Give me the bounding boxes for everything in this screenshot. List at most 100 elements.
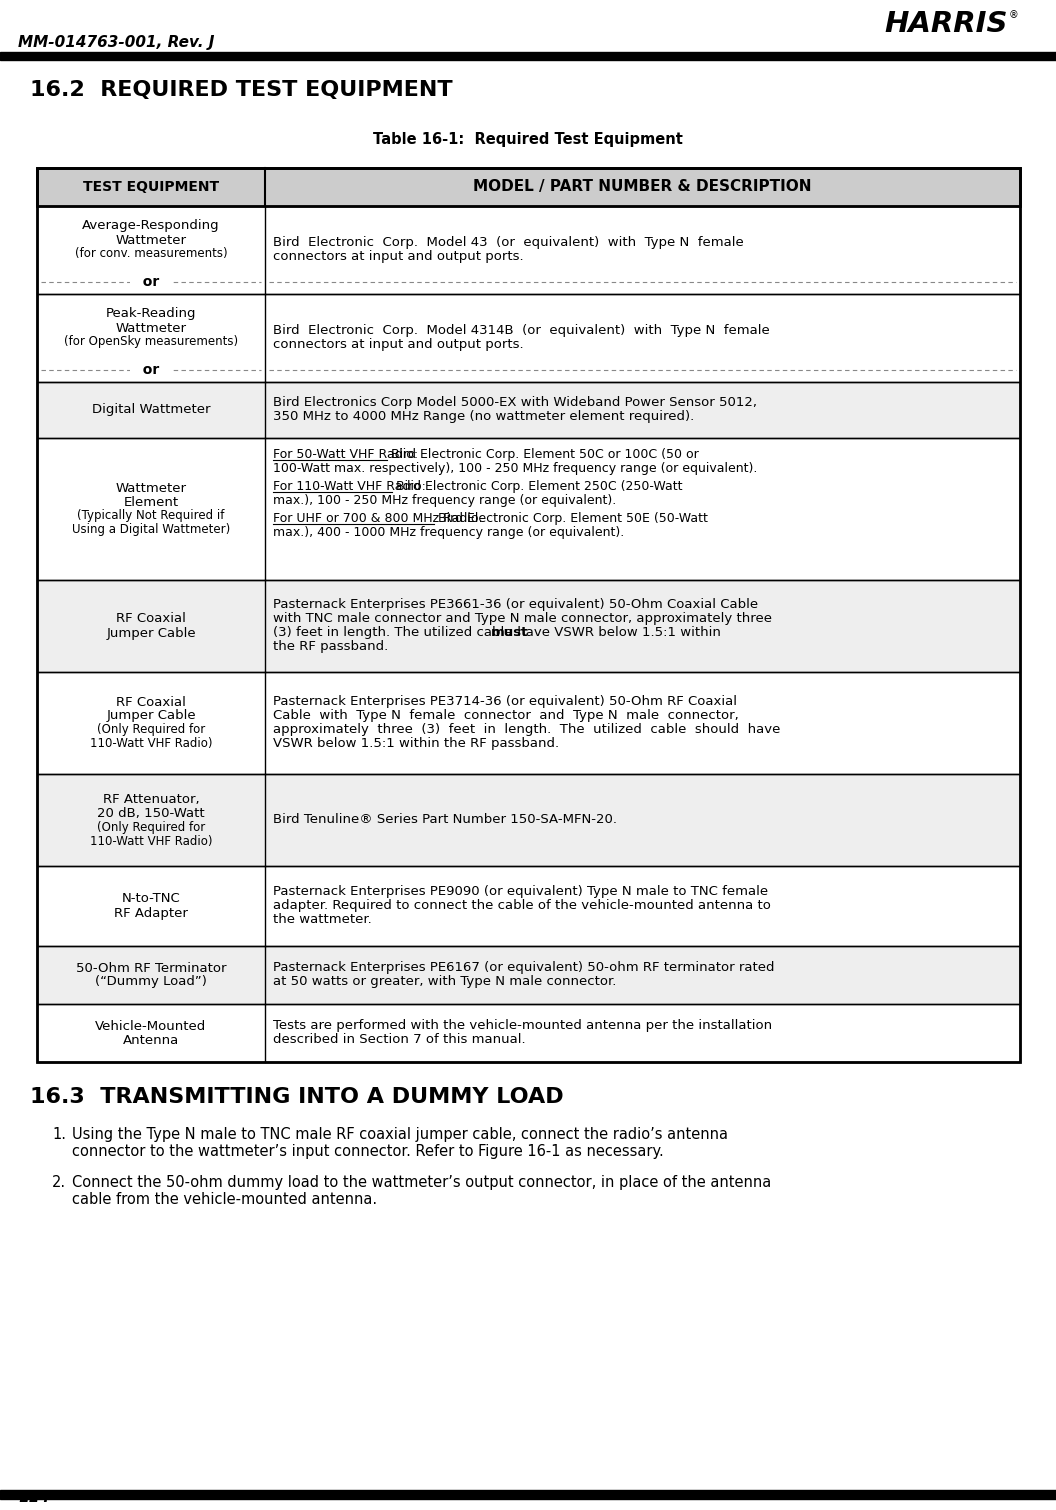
- Text: Wattmeter: Wattmeter: [115, 322, 187, 335]
- Bar: [37, 168, 1020, 205]
- Text: Pasternack Enterprises PE6167 (or equivalent) 50-ohm RF terminator rated: Pasternack Enterprises PE6167 (or equiva…: [274, 960, 774, 974]
- Text: Jumper Cable: Jumper Cable: [107, 627, 195, 640]
- Bar: [37, 205, 1020, 294]
- Text: RF Coaxial: RF Coaxial: [116, 696, 186, 708]
- Text: 16.3  TRANSMITTING INTO A DUMMY LOAD: 16.3 TRANSMITTING INTO A DUMMY LOAD: [30, 1087, 564, 1107]
- Text: 50-Ohm RF Terminator: 50-Ohm RF Terminator: [76, 962, 226, 974]
- Bar: [37, 205, 1020, 294]
- Text: Bird Electronic Corp. Element 50C or 100C (50 or: Bird Electronic Corp. Element 50C or 100…: [386, 448, 699, 461]
- Text: adapter. Required to connect the cable of the vehicle-mounted antenna to: adapter. Required to connect the cable o…: [274, 898, 771, 912]
- Text: Using the Type N male to TNC male RF coaxial jumper cable, connect the radio’s a: Using the Type N male to TNC male RF coa…: [72, 1126, 728, 1142]
- Text: (Only Required for: (Only Required for: [97, 723, 205, 737]
- Bar: [37, 382, 1020, 438]
- Text: (Only Required for: (Only Required for: [97, 820, 205, 834]
- Text: 1.: 1.: [52, 1126, 65, 1142]
- Text: 110-Watt VHF Radio): 110-Watt VHF Radio): [90, 835, 212, 847]
- Text: HARRIS: HARRIS: [885, 11, 1008, 38]
- Text: (for OpenSky measurements): (for OpenSky measurements): [64, 335, 238, 349]
- Text: Jumper Cable: Jumper Cable: [107, 710, 195, 722]
- Bar: [37, 867, 1020, 945]
- Bar: [37, 168, 1020, 205]
- Bar: [37, 672, 1020, 775]
- Text: Vehicle-Mounted: Vehicle-Mounted: [95, 1019, 207, 1033]
- Text: described in Section 7 of this manual.: described in Section 7 of this manual.: [274, 1033, 526, 1046]
- Text: must: must: [491, 627, 528, 639]
- Bar: [37, 945, 1020, 1004]
- Text: For 110-Watt VHF Radio:: For 110-Watt VHF Radio:: [274, 480, 426, 492]
- Text: Bird  Electronic  Corp.  Model 4314B  (or  equivalent)  with  Type N  female: Bird Electronic Corp. Model 4314B (or eq…: [274, 325, 770, 337]
- Text: RF Coaxial: RF Coaxial: [116, 613, 186, 625]
- Text: Using a Digital Wattmeter): Using a Digital Wattmeter): [72, 524, 230, 536]
- Text: have VSWR below 1.5:1 within: have VSWR below 1.5:1 within: [513, 627, 721, 639]
- Text: Bird Tenuline® Series Part Number 150-SA-MFN-20.: Bird Tenuline® Series Part Number 150-SA…: [274, 812, 617, 826]
- Bar: [37, 945, 1020, 1004]
- Bar: [37, 294, 1020, 382]
- Bar: [37, 672, 1020, 775]
- Bar: [37, 775, 1020, 867]
- Bar: [37, 775, 1020, 867]
- Text: (3) feet in length. The utilized cable: (3) feet in length. The utilized cable: [274, 627, 516, 639]
- Text: or: or: [133, 275, 169, 288]
- Bar: [37, 168, 1020, 1062]
- Text: max.), 400 - 1000 MHz frequency range (or equivalent).: max.), 400 - 1000 MHz frequency range (o…: [274, 525, 624, 539]
- Text: RF Adapter: RF Adapter: [114, 906, 188, 920]
- Text: Cable  with  Type N  female  connector  and  Type N  male  connector,: Cable with Type N female connector and T…: [274, 710, 739, 722]
- Text: Bird Electronics Corp Model 5000-EX with Wideband Power Sensor 5012,: Bird Electronics Corp Model 5000-EX with…: [274, 396, 757, 409]
- Text: or: or: [133, 362, 169, 378]
- Text: MM-014763-001, Rev. J: MM-014763-001, Rev. J: [18, 35, 214, 50]
- Text: For 50-Watt VHF Radio:: For 50-Watt VHF Radio:: [274, 448, 418, 461]
- Bar: [37, 867, 1020, 945]
- Text: For UHF or 700 & 800 MHz Radio:: For UHF or 700 & 800 MHz Radio:: [274, 512, 483, 525]
- Text: (Typically Not Required if: (Typically Not Required if: [77, 509, 225, 522]
- Bar: [37, 580, 1020, 672]
- Bar: [0, 51, 1056, 60]
- Text: with TNC male connector and Type N male connector, approximately three: with TNC male connector and Type N male …: [274, 612, 772, 625]
- Text: Average-Responding: Average-Responding: [82, 219, 220, 233]
- Text: connectors at input and output ports.: connectors at input and output ports.: [274, 251, 524, 263]
- Bar: [37, 438, 1020, 580]
- Text: 100-Watt max. respectively), 100 - 250 MHz frequency range (or equivalent).: 100-Watt max. respectively), 100 - 250 M…: [274, 462, 757, 476]
- Text: Element: Element: [124, 495, 178, 509]
- Text: VSWR below 1.5:1 within the RF passband.: VSWR below 1.5:1 within the RF passband.: [274, 737, 559, 750]
- Text: Bird Electronic Corp. Element 250C (250-Watt: Bird Electronic Corp. Element 250C (250-…: [392, 480, 682, 492]
- Text: RF Attenuator,: RF Attenuator,: [102, 793, 200, 805]
- Text: approximately  three  (3)  feet  in  length.  The  utilized  cable  should  have: approximately three (3) feet in length. …: [274, 723, 780, 735]
- Bar: [37, 382, 1020, 438]
- Text: Tests are performed with the vehicle-mounted antenna per the installation: Tests are performed with the vehicle-mou…: [274, 1019, 772, 1031]
- Text: connectors at input and output ports.: connectors at input and output ports.: [274, 338, 524, 350]
- Text: the wattmeter.: the wattmeter.: [274, 914, 372, 926]
- Text: Wattmeter: Wattmeter: [115, 482, 187, 494]
- Bar: [37, 1004, 1020, 1062]
- Text: Digital Wattmeter: Digital Wattmeter: [92, 403, 210, 417]
- Text: Bird  Electronic  Corp.  Model 43  (or  equivalent)  with  Type N  female: Bird Electronic Corp. Model 43 (or equiv…: [274, 236, 743, 249]
- Text: connector to the wattmeter’s input connector. Refer to Figure 16-1 as necessary.: connector to the wattmeter’s input conne…: [72, 1145, 664, 1160]
- Bar: [37, 438, 1020, 580]
- Text: 16.2  REQUIRED TEST EQUIPMENT: 16.2 REQUIRED TEST EQUIPMENT: [30, 80, 453, 100]
- Text: Connect the 50-ohm dummy load to the wattmeter’s output connector, in place of t: Connect the 50-ohm dummy load to the wat…: [72, 1175, 771, 1190]
- Bar: [37, 580, 1020, 672]
- Text: 110-Watt VHF Radio): 110-Watt VHF Radio): [90, 737, 212, 750]
- Text: Wattmeter: Wattmeter: [115, 234, 187, 246]
- Text: 350 MHz to 4000 MHz Range (no wattmeter element required).: 350 MHz to 4000 MHz Range (no wattmeter …: [274, 411, 694, 423]
- Text: 2.: 2.: [52, 1175, 67, 1190]
- Text: ®: ®: [1008, 11, 1019, 20]
- Text: Pasternack Enterprises PE3661-36 (or equivalent) 50-Ohm Coaxial Cable: Pasternack Enterprises PE3661-36 (or equ…: [274, 598, 758, 612]
- Text: Pasternack Enterprises PE3714-36 (or equivalent) 50-Ohm RF Coaxial: Pasternack Enterprises PE3714-36 (or equ…: [274, 695, 737, 708]
- Text: Bird Electronic Corp. Element 50E (50-Watt: Bird Electronic Corp. Element 50E (50-Wa…: [434, 512, 708, 525]
- Text: Pasternack Enterprises PE9090 (or equivalent) Type N male to TNC female: Pasternack Enterprises PE9090 (or equiva…: [274, 885, 768, 898]
- Text: Antenna: Antenna: [122, 1033, 180, 1046]
- Text: Table 16-1:  Required Test Equipment: Table 16-1: Required Test Equipment: [373, 131, 683, 146]
- Text: (“Dummy Load”): (“Dummy Load”): [95, 975, 207, 989]
- Text: N-to-TNC: N-to-TNC: [121, 892, 181, 906]
- Text: Peak-Reading: Peak-Reading: [106, 308, 196, 320]
- Text: the RF passband.: the RF passband.: [274, 640, 389, 652]
- Text: max.), 100 - 250 MHz frequency range (or equivalent).: max.), 100 - 250 MHz frequency range (or…: [274, 494, 617, 507]
- Text: TEST EQUIPMENT: TEST EQUIPMENT: [83, 180, 219, 193]
- Bar: [37, 1004, 1020, 1062]
- Text: 20 dB, 150-Watt: 20 dB, 150-Watt: [97, 806, 205, 820]
- Bar: [0, 1490, 1056, 1499]
- Text: MODEL / PART NUMBER & DESCRIPTION: MODEL / PART NUMBER & DESCRIPTION: [473, 180, 812, 195]
- Bar: [37, 294, 1020, 382]
- Text: (for conv. measurements): (for conv. measurements): [75, 248, 227, 261]
- Text: 114: 114: [18, 1490, 50, 1505]
